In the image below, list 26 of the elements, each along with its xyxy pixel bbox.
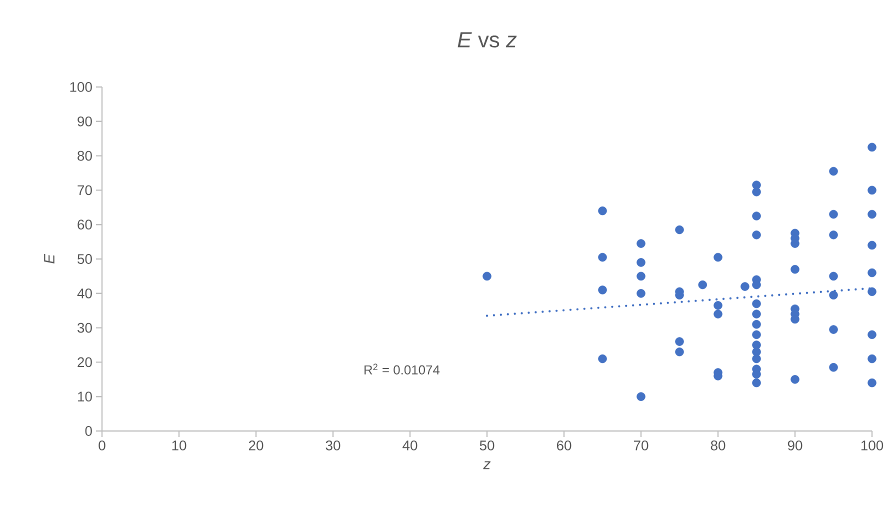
x-tick-label: 10 bbox=[172, 440, 186, 450]
y-tick-label: 50 bbox=[78, 254, 92, 264]
x-tick-label: 20 bbox=[248, 440, 264, 450]
x-tick-label: 100 bbox=[861, 440, 884, 450]
y-tick-label: 60 bbox=[78, 220, 92, 230]
x-tick-label: 60 bbox=[556, 440, 572, 450]
y-tick-label: 10 bbox=[78, 392, 92, 402]
y-tick-label: 80 bbox=[78, 150, 92, 161]
x-tick-label: 90 bbox=[788, 440, 802, 450]
x-tick-label: 40 bbox=[402, 440, 418, 450]
y-axis-title: E bbox=[44, 254, 54, 264]
x-tick-label: 50 bbox=[480, 440, 494, 450]
annotation: R$^{2}$ = 0.01074 bbox=[364, 364, 440, 374]
chart-title: E vs z bbox=[458, 32, 517, 48]
x-tick-label: 70 bbox=[634, 440, 648, 450]
y-tick-label: 30 bbox=[78, 322, 92, 333]
x-tick-label: 30 bbox=[326, 440, 340, 450]
y-tick-label: 40 bbox=[77, 288, 92, 298]
y-tick-label: 20 bbox=[78, 357, 92, 368]
y-tick-label: 0 bbox=[85, 426, 92, 436]
x-tick-label: 0 bbox=[98, 440, 106, 450]
x-axis-title: z bbox=[483, 461, 491, 470]
x-tick-label: 80 bbox=[710, 440, 726, 450]
y-tick-label: 90 bbox=[78, 116, 92, 126]
y-tick-label: 70 bbox=[78, 185, 92, 196]
y-tick-label: 100 bbox=[70, 82, 92, 92]
